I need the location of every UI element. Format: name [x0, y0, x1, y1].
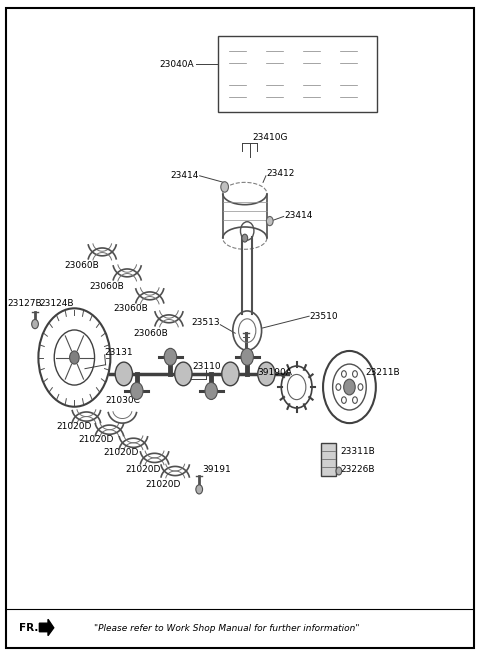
Circle shape — [205, 382, 217, 400]
Circle shape — [196, 485, 203, 494]
Text: 23311B: 23311B — [341, 447, 375, 456]
Bar — [321, 443, 336, 476]
Circle shape — [164, 348, 177, 365]
Text: 23211B: 23211B — [366, 368, 400, 377]
Circle shape — [32, 319, 38, 329]
Text: 23060B: 23060B — [89, 281, 124, 291]
Text: 23226B: 23226B — [341, 465, 375, 474]
Circle shape — [70, 351, 79, 364]
Text: 21020D: 21020D — [145, 480, 181, 489]
Text: "Please refer to Work Shop Manual for further information": "Please refer to Work Shop Manual for fu… — [94, 624, 359, 633]
Text: 23110: 23110 — [192, 361, 221, 371]
Text: 23410G: 23410G — [252, 133, 288, 142]
Text: 23414: 23414 — [284, 211, 312, 220]
Circle shape — [341, 371, 346, 377]
Circle shape — [131, 382, 143, 400]
Text: 23513: 23513 — [191, 318, 220, 327]
Circle shape — [352, 371, 357, 377]
Text: 23060B: 23060B — [64, 261, 99, 270]
Text: 23131: 23131 — [105, 348, 133, 358]
Text: 23127B: 23127B — [8, 298, 42, 308]
Text: 23124B: 23124B — [39, 298, 74, 308]
Circle shape — [352, 397, 357, 403]
Text: 21020D: 21020D — [56, 422, 92, 431]
Circle shape — [258, 362, 275, 386]
Circle shape — [242, 234, 248, 242]
Text: 23060B: 23060B — [113, 304, 148, 313]
Text: 23040A: 23040A — [160, 60, 194, 69]
Bar — [218, 36, 377, 112]
Text: 23414: 23414 — [170, 171, 198, 180]
Circle shape — [342, 397, 347, 403]
Text: 23412: 23412 — [266, 169, 295, 178]
Circle shape — [175, 362, 192, 386]
Circle shape — [344, 379, 355, 395]
Text: 21020D: 21020D — [78, 435, 114, 444]
Text: 23510: 23510 — [310, 312, 338, 321]
Circle shape — [241, 348, 253, 365]
Text: 21030C: 21030C — [105, 396, 140, 405]
Circle shape — [115, 362, 132, 386]
Circle shape — [358, 384, 363, 390]
Circle shape — [336, 384, 341, 390]
Text: 21020D: 21020D — [103, 448, 139, 457]
Circle shape — [222, 362, 239, 386]
Text: FR.: FR. — [19, 623, 38, 634]
Text: 21020D: 21020D — [125, 464, 161, 474]
Circle shape — [336, 467, 342, 475]
Text: 23060B: 23060B — [134, 329, 168, 338]
Circle shape — [266, 216, 273, 226]
Text: 39190A: 39190A — [257, 368, 292, 377]
Circle shape — [221, 182, 228, 192]
Text: 39191: 39191 — [203, 465, 231, 474]
Polygon shape — [39, 619, 54, 636]
